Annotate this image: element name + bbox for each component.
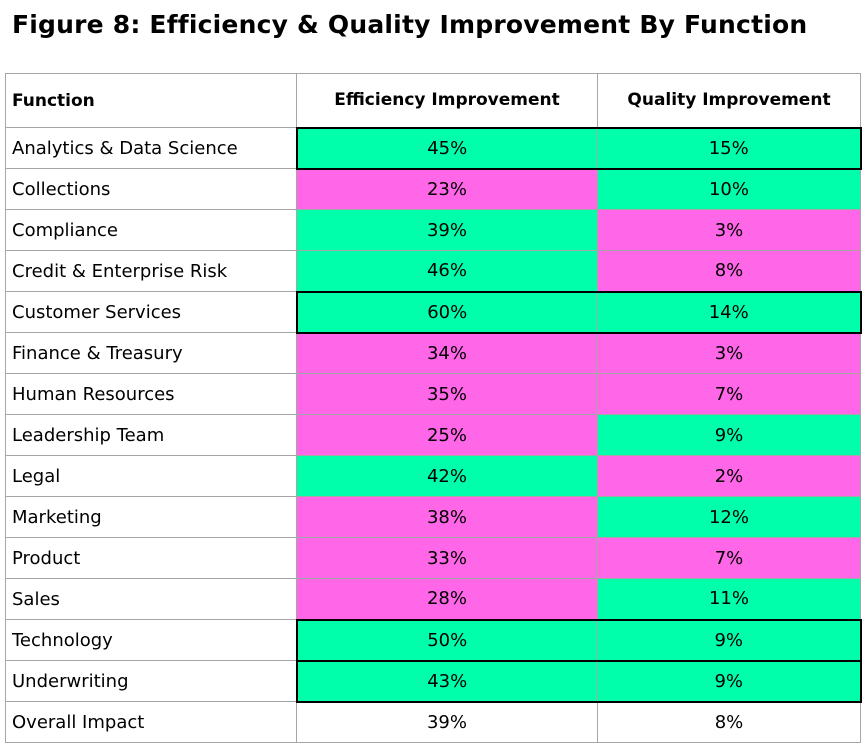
quality-cell: 15% [597,126,862,170]
efficiency-cell: 34% [296,332,598,374]
efficiency-cell: 39% [296,209,598,251]
quality-cell: 3% [597,209,861,251]
header-function: Function [5,73,297,128]
improvement-table: Function Efficiency Improvement Quality … [5,73,862,743]
table-row: Product 33% 7% [5,537,861,579]
efficiency-cell: 39% [296,701,598,743]
table-row: Credit & Enterprise Risk 46% 8% [5,250,861,292]
quality-cell: 7% [597,373,861,415]
function-cell: Sales [5,578,297,620]
table-row: Human Resources 35% 7% [5,373,861,415]
efficiency-cell: 28% [296,578,598,620]
table-row: Marketing 38% 12% [5,496,861,538]
quality-cell: 8% [597,701,861,743]
table-row: Overall Impact 39% 8% [5,701,861,743]
table-body: Analytics & Data Science 45% 15% Collection… [5,126,862,743]
table-row: Sales 28% 11% [5,578,861,620]
quality-cell: 10% [597,168,861,210]
quality-cell: 8% [597,250,861,292]
table-row: Customer Services 60% 14% [5,290,862,334]
quality-cell: 9% [597,414,861,456]
efficiency-cell: 50% [295,618,598,662]
efficiency-cell: 25% [296,414,598,456]
efficiency-cell: 35% [296,373,598,415]
quality-cell: 12% [597,496,861,538]
function-cell: Analytics & Data Science [5,127,297,169]
quality-cell: 9% [597,618,862,662]
figure-title: Figure 8: Efficiency & Quality Improveme… [12,10,808,39]
function-cell: Underwriting [5,660,297,702]
efficiency-cell: 38% [296,496,598,538]
efficiency-cell: 33% [296,537,598,579]
function-cell: Human Resources [5,373,297,415]
quality-cell: 3% [597,332,861,374]
quality-cell: 7% [597,537,861,579]
table-header-row: Function Efficiency Improvement Quality … [5,73,861,128]
function-cell: Credit & Enterprise Risk [5,250,297,292]
quality-cell: 11% [597,578,861,620]
table-row: Leadership Team 25% 9% [5,414,861,456]
table-row: Technology 50% 9% [5,618,862,662]
efficiency-cell: 43% [295,659,598,703]
quality-cell: 2% [597,455,861,497]
header-quality: Quality Improvement [597,73,861,128]
table-row: Compliance 39% 3% [5,209,861,251]
function-cell: Leadership Team [5,414,297,456]
function-cell: Finance & Treasury [5,332,297,374]
table-row: Finance & Treasury 34% 3% [5,332,861,374]
efficiency-cell: 23% [296,168,598,210]
quality-cell: 9% [597,659,862,703]
function-cell: Overall Impact [5,701,297,743]
table-row: Collections 23% 10% [5,168,861,210]
efficiency-cell: 42% [296,455,598,497]
table-row: Underwriting 43% 9% [5,659,862,703]
function-cell: Customer Services [5,291,297,333]
efficiency-cell: 60% [295,290,598,334]
function-cell: Collections [5,168,297,210]
function-cell: Technology [5,619,297,661]
quality-cell: 14% [597,290,862,334]
header-efficiency: Efficiency Improvement [296,73,598,128]
efficiency-cell: 45% [295,126,598,170]
table-row: Analytics & Data Science 45% 15% [5,126,862,170]
function-cell: Legal [5,455,297,497]
table-row: Legal 42% 2% [5,455,861,497]
function-cell: Compliance [5,209,297,251]
efficiency-cell: 46% [296,250,598,292]
function-cell: Marketing [5,496,297,538]
function-cell: Product [5,537,297,579]
